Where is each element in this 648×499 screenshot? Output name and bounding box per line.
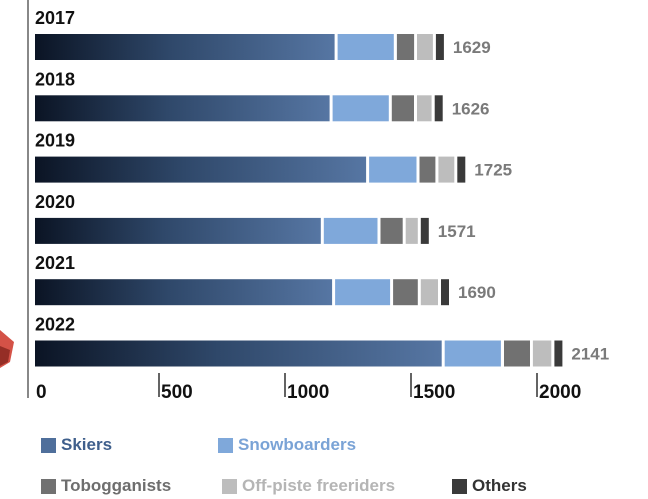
bar-others-2020 <box>420 217 429 244</box>
bar-others-2018 <box>434 95 443 122</box>
year-label-2018: 2018 <box>35 69 75 89</box>
legend-swatch-off-piste-freeriders <box>222 478 237 494</box>
bar-tobogganists-2020 <box>380 217 403 244</box>
legend-label-skiers: Skiers <box>61 435 113 454</box>
x-tick-label-2000: 2000 <box>539 382 581 403</box>
legend-swatch-snowboarders <box>218 437 233 453</box>
legend-label-tobogganists: Tobogganists <box>61 476 172 495</box>
x-tick-label-1000: 1000 <box>287 382 329 403</box>
legend-label-snowboarders: Snowboarders <box>238 435 357 454</box>
x-tick-label-1500: 1500 <box>413 382 455 403</box>
bar-off-piste-freeriders-2019 <box>438 156 455 183</box>
stacked-bar-chart: 2017 1629 2018 1626 2019 1725 2020 1571 2021 1690… <box>0 0 609 403</box>
bar-others-2022 <box>554 340 563 367</box>
bar-skiers-2017 <box>35 34 335 60</box>
bar-off-piste-freeriders-2022 <box>532 340 552 367</box>
bar-others-2021 <box>441 279 449 306</box>
legend-label-off-piste-freeriders: Off-piste freeriders <box>242 476 396 495</box>
total-label-2020: 1571 <box>438 222 476 241</box>
bar-skiers-2020 <box>35 217 321 244</box>
bar-tobogganists-2019 <box>419 156 436 183</box>
total-label-2022: 2141 <box>571 345 609 364</box>
bar-snowboarders-2021 <box>335 279 391 306</box>
bar-snowboarders-2022 <box>444 340 501 367</box>
year-label-2017: 2017 <box>35 8 75 28</box>
year-label-2020: 2020 <box>35 192 75 212</box>
legend-swatch-skiers <box>41 437 56 453</box>
bar-off-piste-freeriders-2017 <box>417 34 433 60</box>
legend-swatch-tobogganists <box>41 478 56 494</box>
bar-off-piste-freeriders-2018 <box>417 95 432 122</box>
bar-others-2019 <box>457 156 466 183</box>
bar-tobogganists-2022 <box>504 340 530 367</box>
bar-tobogganists-2021 <box>393 279 418 306</box>
bar-skiers-2021 <box>35 279 333 306</box>
bar-tobogganists-2018 <box>391 95 414 122</box>
year-label-2019: 2019 <box>35 131 75 151</box>
total-label-2018: 1626 <box>452 99 490 118</box>
left-decor-sail-shade <box>0 346 10 366</box>
legend-item-tobogganists: Tobogganists <box>41 476 171 496</box>
bar-off-piste-freeriders-2020 <box>405 217 418 244</box>
bar-snowboarders-2019 <box>369 156 417 183</box>
total-label-2019: 1725 <box>474 161 512 180</box>
bar-snowboarders-2018 <box>332 95 389 122</box>
bar-snowboarders-2020 <box>323 217 378 244</box>
legend-item-skiers: Skiers <box>41 435 112 455</box>
bar-off-piste-freeriders-2021 <box>420 279 438 306</box>
x-axis: 0 500 1000 1500 2000 <box>36 373 581 403</box>
legend-swatch-others <box>452 478 467 494</box>
legend-item-snowboarders: Snowboarders <box>218 435 356 455</box>
bar-skiers-2019 <box>35 156 367 183</box>
year-label-2021: 2021 <box>35 253 75 273</box>
bar-tobogganists-2017 <box>396 34 415 60</box>
total-label-2021: 1690 <box>458 283 496 302</box>
bar-skiers-2018 <box>35 95 330 122</box>
bar-snowboarders-2017 <box>337 34 394 60</box>
bar-skiers-2022 <box>35 340 442 367</box>
year-label-2022: 2022 <box>35 315 75 335</box>
bar-others-2017 <box>435 34 444 60</box>
legend-item-others: Others <box>452 476 527 496</box>
legend-item-off-piste-freeriders: Off-piste freeriders <box>222 476 395 496</box>
bars-layer: 2017 1629 2018 1626 2019 1725 2020 1571 2021 1690… <box>35 8 609 367</box>
x-tick-label-0: 0 <box>36 382 47 403</box>
x-tick-label-500: 500 <box>161 382 193 403</box>
total-label-2017: 1629 <box>453 38 491 57</box>
legend-label-others: Others <box>472 476 527 495</box>
